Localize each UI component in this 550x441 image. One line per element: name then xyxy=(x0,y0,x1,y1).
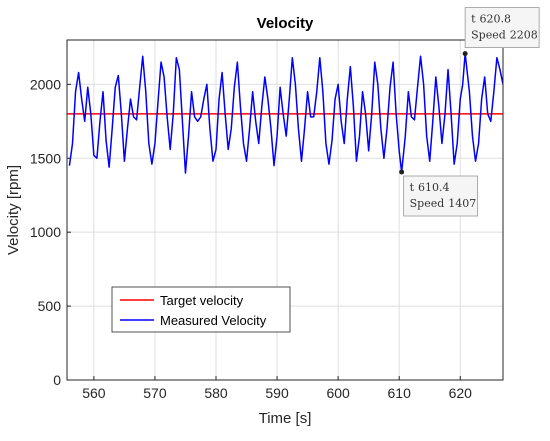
data-tip: t 620.8 Speed 2208 xyxy=(464,7,540,48)
axes-box xyxy=(66,39,504,381)
y-axis-label: Velocity [rpm] xyxy=(5,165,22,255)
data-tip-marker xyxy=(462,51,468,57)
data-tip-marker xyxy=(399,169,405,175)
legend-label: Target velocity xyxy=(160,293,244,308)
data-tip-text: t 620.8 xyxy=(471,13,511,26)
legend-box xyxy=(111,286,291,333)
data-tip-text: Speed 2208 xyxy=(471,29,538,42)
data-tip-x-label: t xyxy=(410,181,415,194)
chart-title: Velocity xyxy=(257,15,314,32)
y-tick-label: 500 xyxy=(38,298,62,314)
series-line xyxy=(68,52,503,174)
x-tick-label: 570 xyxy=(143,385,167,401)
x-axis-label: Time [s] xyxy=(259,410,312,427)
data-tip-box xyxy=(403,175,479,217)
data-tip-y-label: Speed xyxy=(410,197,445,210)
data-tip-x: 610.4 xyxy=(418,181,450,194)
data-tip-y: 2208 xyxy=(510,29,538,42)
y-tick-label: 1000 xyxy=(30,224,61,240)
data-tip-x-label: t xyxy=(471,13,476,26)
x-tick-label: 600 xyxy=(326,385,350,401)
x-tick-label: 580 xyxy=(204,385,228,401)
x-tick-label: 610 xyxy=(388,385,412,401)
x-tick-label: 560 xyxy=(82,385,106,401)
data-tip: t 610.4 Speed 1407 xyxy=(403,175,479,217)
x-tick-label: 590 xyxy=(265,385,289,401)
data-tip-x: 620.8 xyxy=(480,13,512,26)
data-tip-text: t 610.4 xyxy=(410,181,450,194)
y-tick-label: 1500 xyxy=(30,150,61,166)
data-tip-y: 1407 xyxy=(448,197,476,210)
x-tick-label: 620 xyxy=(449,385,473,401)
y-tick-label: 2000 xyxy=(30,76,61,92)
legend-label: Measured Velocity xyxy=(160,313,267,328)
y-tick-label: 0 xyxy=(53,372,61,388)
data-tip-y-label: Speed xyxy=(471,29,506,42)
data-tip-box xyxy=(464,7,540,48)
data-tip-text: Speed 1407 xyxy=(410,197,477,210)
